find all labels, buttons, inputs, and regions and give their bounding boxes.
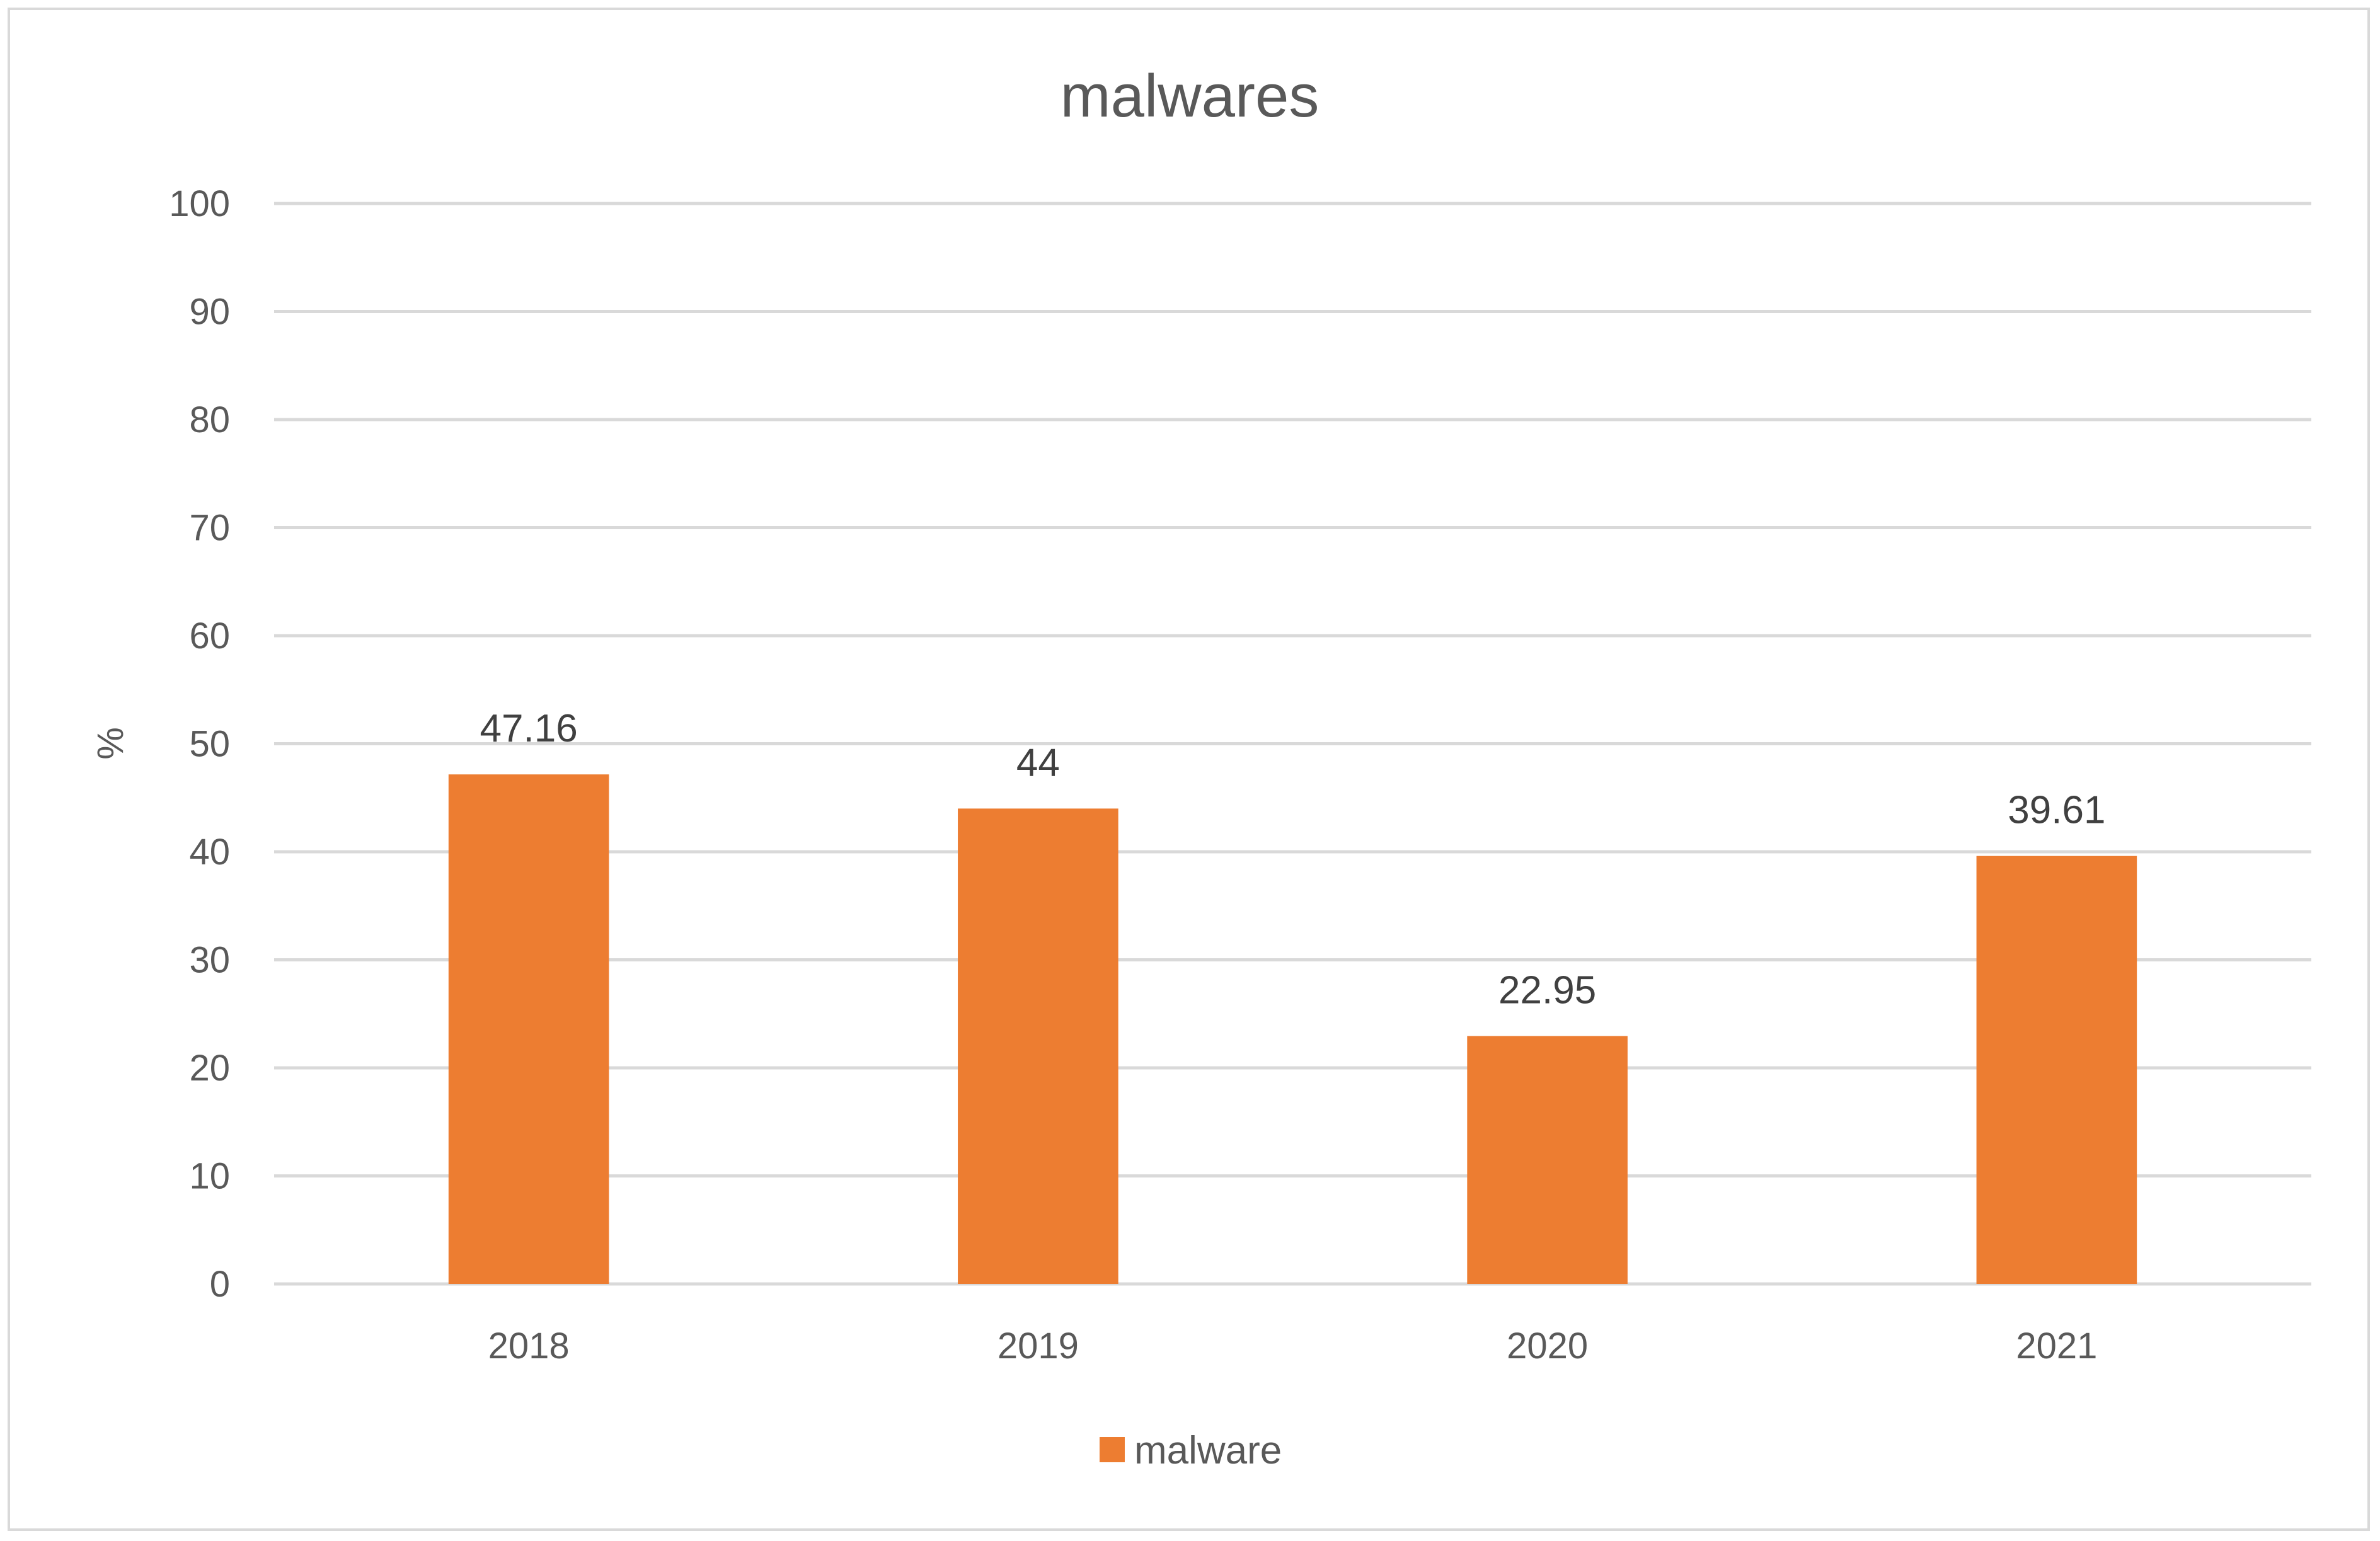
bar-2020 (1467, 1036, 1628, 1284)
data-label-2018: 47.16 (480, 707, 578, 750)
x-tick-label-2018: 2018 (488, 1326, 570, 1366)
x-tick-label-2020: 2020 (1507, 1326, 1588, 1366)
chart-frame (8, 8, 2370, 1531)
data-label-2019: 44 (1016, 741, 1060, 784)
y-tick-label-10: 10 (189, 1156, 230, 1197)
data-label-2020: 22.95 (1498, 968, 1596, 1012)
legend: malware (1100, 1429, 1282, 1472)
bar-2021 (1976, 856, 2137, 1284)
bars (448, 774, 2137, 1284)
chart-title: malwares (1061, 62, 1319, 130)
y-axis-ticks: 0 10 20 30 40 50 60 70 80 90 100 (169, 183, 230, 1305)
y-tick-label-30: 30 (189, 940, 230, 981)
y-axis-title: % (90, 727, 131, 760)
data-label-2021: 39.61 (2008, 789, 2105, 832)
y-tick-label-0: 0 (210, 1264, 230, 1305)
legend-label-malware: malware (1134, 1429, 1282, 1472)
y-tick-label-60: 60 (189, 616, 230, 656)
x-tick-label-2019: 2019 (997, 1326, 1079, 1366)
y-tick-label-20: 20 (189, 1048, 230, 1089)
x-tick-label-2021: 2021 (2016, 1326, 2097, 1366)
y-tick-label-100: 100 (169, 183, 230, 224)
x-axis-ticks: 2018 2019 2020 2021 (488, 1326, 2098, 1366)
y-tick-label-50: 50 (189, 724, 230, 765)
y-tick-label-80: 80 (189, 399, 230, 440)
y-tick-label-70: 70 (189, 508, 230, 549)
gridlines (274, 202, 2311, 1286)
y-tick-label-40: 40 (189, 832, 230, 873)
legend-swatch-malware (1100, 1437, 1125, 1462)
bar-2019 (958, 808, 1118, 1284)
bar-2018 (448, 774, 609, 1284)
data-labels: 47.16 44 22.95 39.61 (480, 707, 2106, 1012)
y-tick-label-90: 90 (189, 292, 230, 333)
